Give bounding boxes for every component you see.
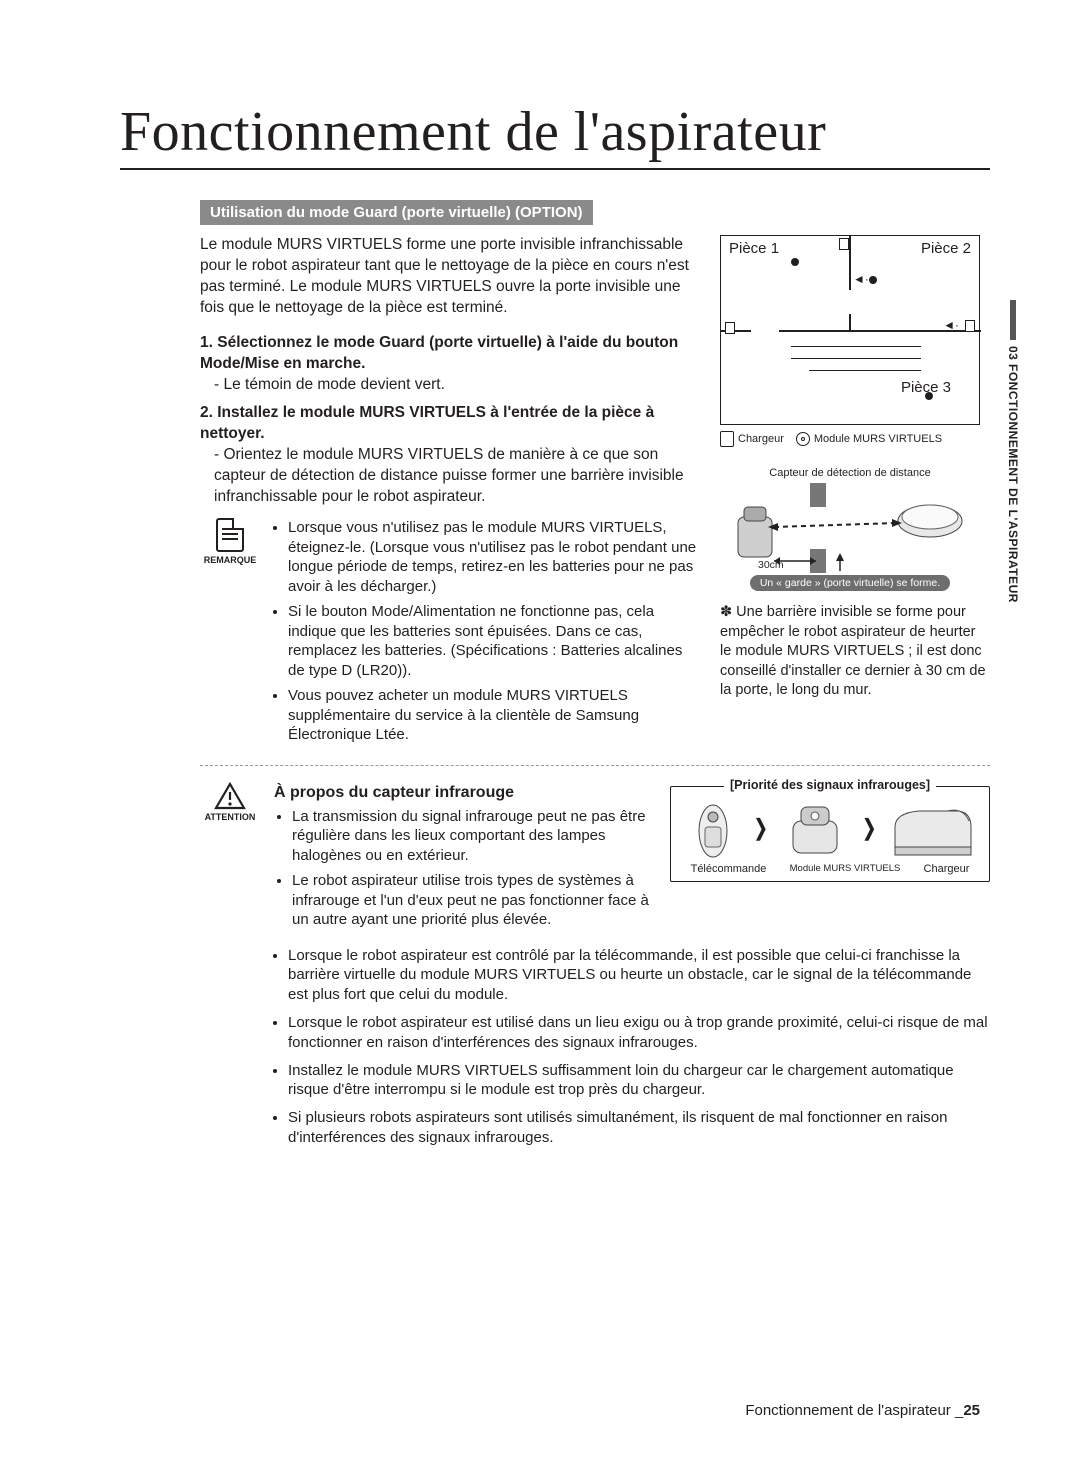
left-column: Le module MURS VIRTUELS forme une porte … <box>200 235 700 751</box>
section-divider <box>200 765 990 766</box>
rooms-diagram: Pièce 1 Pièce 2 Pièce 3 ◄··· ◄· <box>720 235 980 425</box>
section-banner: Utilisation du mode Guard (porte virtuel… <box>200 200 593 225</box>
remarque-list: Lorsque vous n'utilisez pas le module MU… <box>270 518 700 751</box>
ir-full-item: Si plusieurs robots aspirateurs sont uti… <box>288 1108 990 1148</box>
module-device-icon <box>781 797 849 859</box>
note-icon <box>216 518 244 552</box>
remarque-block: REMARQUE Lorsque vous n'utilisez pas le … <box>200 518 700 751</box>
priority-label-charger: Chargeur <box>924 863 970 875</box>
rooms-legend: Chargeur Module MURS VIRTUELS <box>720 431 990 447</box>
remarque-label: REMARQUE <box>200 554 260 566</box>
ir-short-item: Le robot aspirateur utilise trois types … <box>292 871 656 930</box>
intro-text: Le module MURS VIRTUELS forme une porte … <box>200 235 700 319</box>
footer-text: Fonctionnement de l'aspirateur _ <box>745 1402 963 1419</box>
sensor-caption-bottom: Un « garde » (porte virtuelle) se forme. <box>750 575 950 591</box>
ir-full-item: Lorsque le robot aspirateur est contrôlé… <box>288 946 990 1005</box>
step-1: 1. Sélectionnez le mode Guard (porte vir… <box>200 333 700 375</box>
attention-icon <box>214 782 246 810</box>
chevron-icon: ❭ <box>752 815 770 841</box>
module-icon <box>796 432 810 446</box>
infrared-full-list: Lorsque le robot aspirateur est contrôlé… <box>288 946 990 1148</box>
remarque-item: Lorsque vous n'utilisez pas le module MU… <box>288 518 700 596</box>
step-2-sub: - Orientez le module MURS VIRTUELS de ma… <box>214 445 700 508</box>
remote-icon <box>685 797 741 859</box>
chevron-icon: ❭ <box>860 815 878 841</box>
step-2: 2. Installez le module MURS VIRTUELS à l… <box>200 403 700 445</box>
ir-full-item: Installez le module MURS VIRTUELS suffis… <box>288 1061 990 1101</box>
infrared-heading: À propos du capteur infrarouge <box>274 782 656 803</box>
page-number: 25 <box>963 1402 980 1419</box>
page-title: Fonctionnement de l'aspirateur <box>120 100 990 170</box>
side-tab-label: FONCTIONNEMENT DE L'ASPIRATEUR <box>1006 364 1020 603</box>
barrier-note: ✽ Une barrière invisible se forme pour e… <box>720 603 990 701</box>
sensor-caption-top: Capteur de détection de distance <box>720 467 980 479</box>
page-footer: Fonctionnement de l'aspirateur _25 <box>745 1402 980 1419</box>
ir-short-item: La transmission du signal infrarouge peu… <box>292 807 656 866</box>
step-1-sub: - Le témoin de mode devient vert. <box>214 375 700 396</box>
side-tab-number: 03 <box>1006 346 1020 360</box>
legend-charger: Chargeur <box>738 433 784 445</box>
priority-label-module: Module MURS VIRTUELS <box>790 863 901 875</box>
priority-figure: [Priorité des signaux infrarouges] ❭ ❭ T… <box>670 786 990 882</box>
side-tab: 03 FONCTIONNEMENT DE L'ASPIRATEUR <box>1006 300 1020 603</box>
priority-title: [Priorité des signaux infrarouges] <box>724 778 936 792</box>
sensor-diagram: Capteur de détection de distance <box>720 467 980 591</box>
room-label-1: Pièce 1 <box>729 240 779 257</box>
charger-icon <box>720 431 734 447</box>
priority-label-remote: Télécommande <box>691 863 767 875</box>
legend-module: Module MURS VIRTUELS <box>814 433 942 445</box>
charger-device-icon <box>889 797 975 859</box>
right-column: Pièce 1 Pièce 2 Pièce 3 ◄··· ◄· Chargeur <box>720 235 990 701</box>
attention-label: ATTENTION <box>200 812 260 822</box>
room-label-2: Pièce 2 <box>921 240 971 257</box>
remarque-item: Si le bouton Mode/Alimentation ne foncti… <box>288 602 700 680</box>
remarque-item: Vous pouvez acheter un module MURS VIRTU… <box>288 686 700 745</box>
ir-full-item: Lorsque le robot aspirateur est utilisé … <box>288 1013 990 1053</box>
